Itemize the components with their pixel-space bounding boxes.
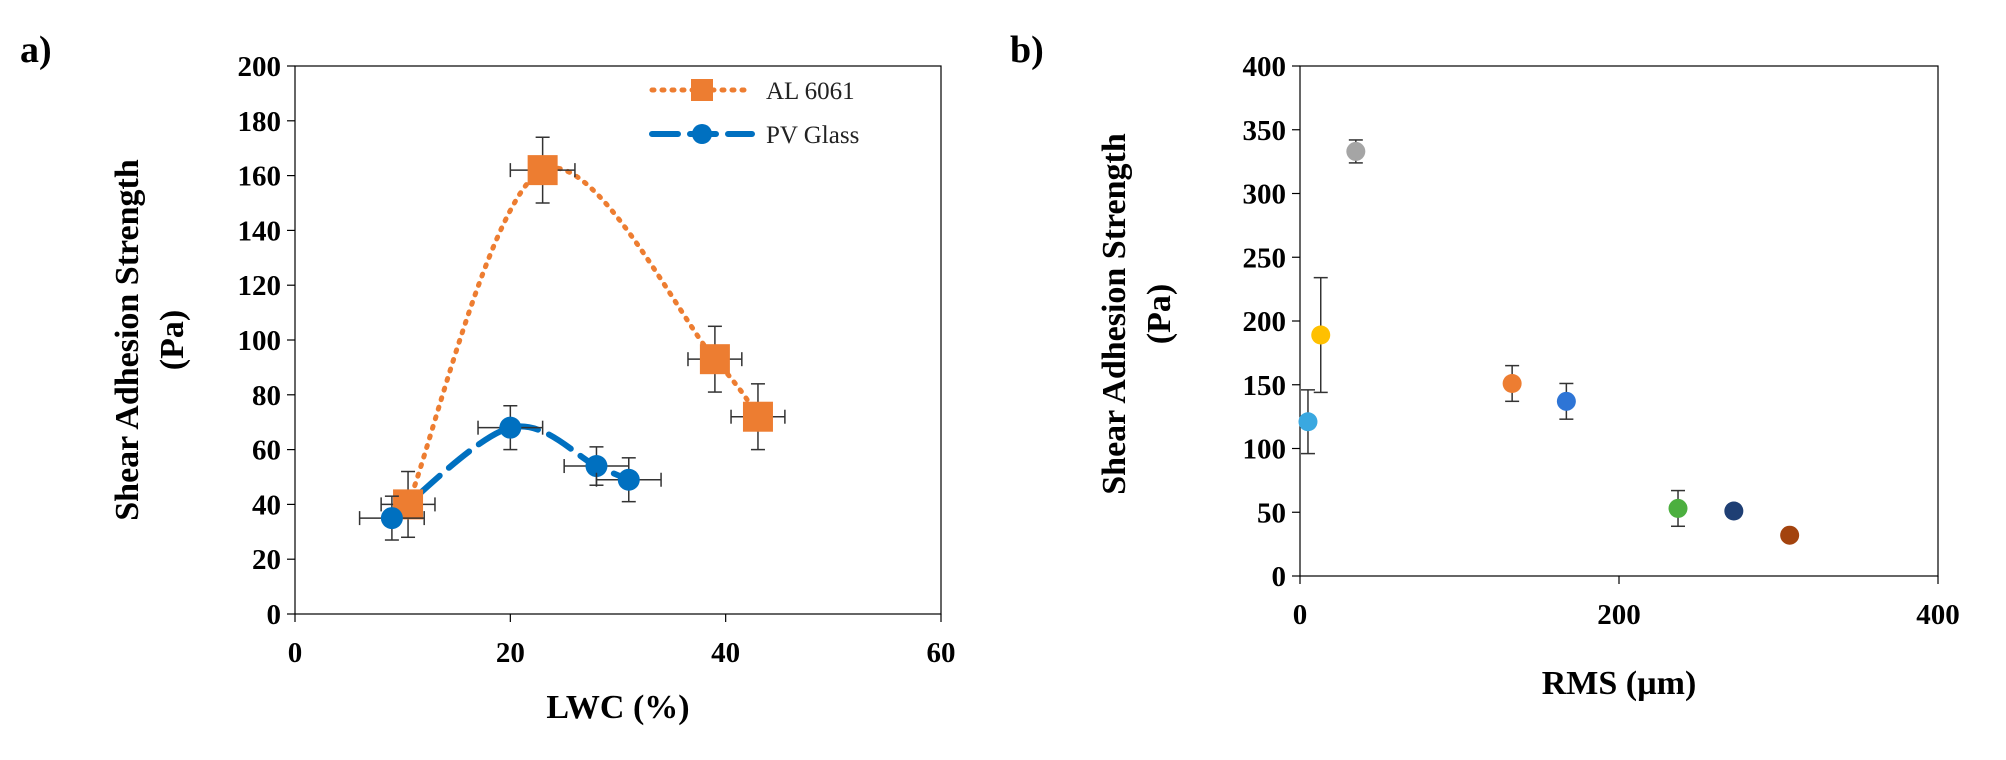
points-b [1298,139,1800,545]
x-tick-label: 20 [496,637,525,669]
legend-label-1: PV Glass [766,122,859,149]
y-tick-label: 180 [238,106,282,138]
x-axis-label-b: RMS (µm) [1542,665,1697,702]
legend-a: AL 6061 PV Glass [649,78,859,149]
data-point-al6061-1 [527,155,558,186]
data-point-5 [1668,498,1688,518]
panel-b-label: b) [1010,29,1044,71]
axes-a: 0 20 40 60 80 100 120 140 160 180 200 0 20 40 60 [238,51,956,669]
x-tick-label: 60 [927,637,956,669]
plot-area-b [1299,65,1939,577]
y-tick-label: 200 [238,51,282,83]
y-tick-label: 160 [238,161,282,193]
data-point-al6061-3 [742,401,773,432]
data-point-7 [1780,525,1800,545]
x-tick-label: 0 [288,637,303,669]
data-point-0 [1298,412,1318,432]
y-tick-label: 150 [1243,370,1287,402]
chart-b: b) RMS (µm) Shear Adhesion Strength (Pa)… [1010,29,1960,702]
y-tick-label: 100 [1243,434,1287,466]
legend-marker-1 [692,124,712,144]
series-line-1 [388,423,632,522]
y-tick-label: 120 [238,270,282,302]
y-tick-label: 250 [1243,242,1287,274]
legend-marker-0 [691,79,713,101]
x-tick-label: 0 [1293,599,1308,631]
x-tick-label: 40 [711,637,740,669]
data-point-1 [1311,325,1331,345]
y-axis-label-a-line1: Shear Adhesion Strength [109,159,146,521]
axes-b: 0 50 100 150 200 250 300 350 400 0 200 400 [1243,51,1960,631]
x-axis-label-a: LWC (%) [546,689,689,726]
y-tick-label: 50 [1257,497,1286,529]
y-tick-label: 0 [267,599,282,631]
data-point-pv-glass-3 [617,468,640,491]
y-tick-label: 300 [1243,179,1287,211]
y-tick-label: 140 [238,215,282,247]
data-point-4 [1556,391,1576,411]
y-tick-label: 200 [1243,306,1287,338]
y-tick-label: 350 [1243,115,1287,147]
legend-label-0: AL 6061 [766,78,855,105]
data-point-pv-glass-0 [380,507,403,530]
series-marks-a [358,136,786,541]
data-point-6 [1724,501,1744,521]
data-point-2 [1346,141,1366,161]
y-tick-label: 100 [238,325,282,357]
y-tick-label: 0 [1272,561,1287,593]
data-point-pv-glass-2 [585,455,608,478]
y-tick-label: 20 [252,544,281,576]
x-tick-label: 400 [1916,599,1960,631]
y-tick-label: 400 [1243,51,1287,83]
x-tick-label: 200 [1597,599,1641,631]
data-point-3 [1502,373,1522,393]
chart-a: a) LWC (%) Shear Adhesion Strength (Pa) … [20,29,956,726]
y-tick-label: 40 [252,489,281,521]
y-tick-label: 60 [252,435,281,467]
data-point-al6061-2 [699,344,730,375]
data-point-pv-glass-1 [499,416,522,439]
y-axis-label-a-line2: (Pa) [154,310,191,370]
panel-a-label: a) [20,29,52,71]
y-tick-label: 80 [252,380,281,412]
y-axis-label-b-line1: Shear Adhesion Strength [1096,133,1133,495]
y-axis-label-b-line2: (Pa) [1141,284,1178,344]
series-line-0 [405,165,761,507]
